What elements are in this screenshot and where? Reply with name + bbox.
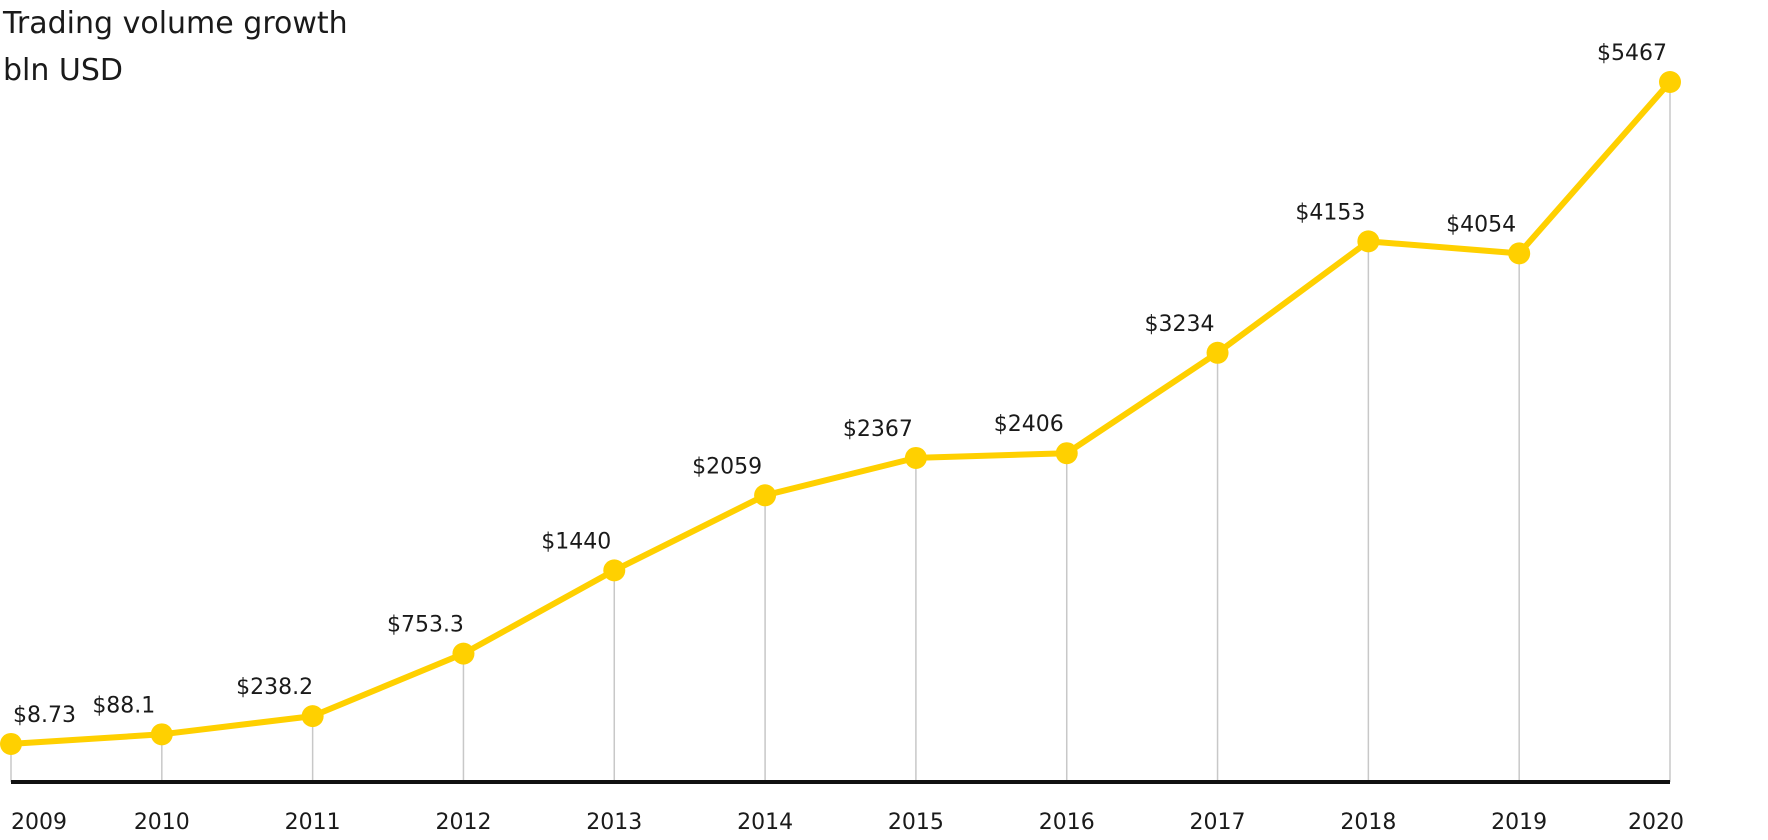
- x-tick-2020: 2020: [1628, 810, 1684, 835]
- data-label-2020: $5467: [1597, 41, 1667, 66]
- data-label-2012: $753.3: [387, 613, 464, 638]
- data-point-2013: [603, 559, 626, 582]
- data-point-2019: [1508, 242, 1531, 265]
- data-point-2020: [1659, 71, 1681, 93]
- data-label-2014: $2059: [692, 454, 762, 479]
- data-point-2018: [1357, 230, 1380, 253]
- data-label-2016: $2406: [994, 412, 1064, 437]
- data-points: [0, 71, 1681, 755]
- data-label-2017: $3234: [1145, 312, 1215, 337]
- data-point-2012: [452, 642, 475, 665]
- data-point-2011: [301, 705, 324, 728]
- x-tick-2013: 2013: [586, 810, 642, 835]
- x-tick-2014: 2014: [737, 810, 793, 835]
- data-point-2017: [1206, 341, 1229, 364]
- data-label-2009: $8.73: [13, 703, 76, 728]
- data-label-2010: $88.1: [92, 693, 155, 718]
- data-label-2018: $4153: [1295, 200, 1365, 225]
- x-tick-2018: 2018: [1340, 810, 1396, 835]
- data-label-2013: $1440: [541, 529, 611, 554]
- data-point-2009: [0, 732, 22, 755]
- data-labels: $8.73 $88.1 $238.2 $753.3 $1440 $2059 $2367 $24…: [13, 41, 1667, 728]
- data-point-2014: [754, 484, 777, 507]
- data-point-2016: [1055, 442, 1078, 465]
- data-label-2015: $2367: [843, 417, 913, 442]
- chart-title: Trading volume growth: [2, 6, 348, 41]
- x-tick-2010: 2010: [134, 810, 190, 835]
- data-label-2019: $4054: [1446, 212, 1516, 237]
- data-point-2015: [904, 446, 927, 469]
- data-label-2011: $238.2: [236, 675, 313, 700]
- x-tick-2017: 2017: [1190, 810, 1246, 835]
- drop-lines: [10, 82, 1671, 782]
- series-line: [8, 79, 1673, 747]
- data-point-2010: [150, 723, 173, 746]
- x-tick-labels: 2009 2010 2011 2012 2013 2014 2015 2016 2017 2018…: [11, 810, 1684, 835]
- x-tick-2019: 2019: [1491, 810, 1547, 835]
- x-tick-2015: 2015: [888, 810, 944, 835]
- chart-subtitle: bln USD: [3, 53, 123, 88]
- x-tick-2012: 2012: [435, 810, 491, 835]
- x-tick-2009: 2009: [11, 810, 67, 835]
- x-tick-2011: 2011: [285, 810, 341, 835]
- x-tick-2016: 2016: [1039, 810, 1095, 835]
